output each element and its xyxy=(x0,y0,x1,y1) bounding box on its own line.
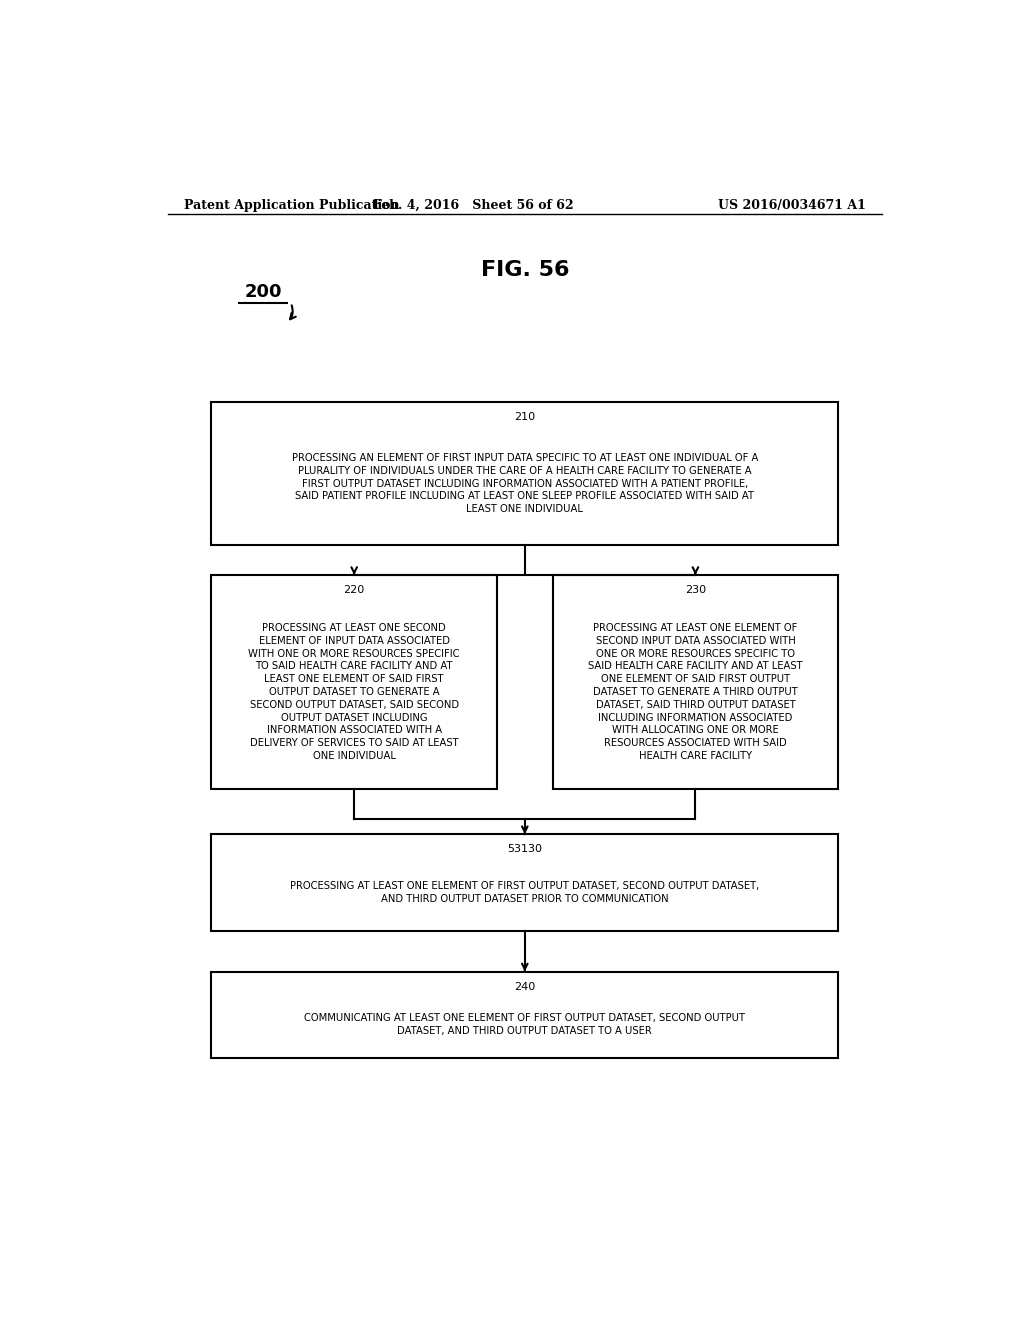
Text: PROCESSING AN ELEMENT OF FIRST INPUT DATA SPECIFIC TO AT LEAST ONE INDIVIDUAL OF: PROCESSING AN ELEMENT OF FIRST INPUT DAT… xyxy=(292,453,758,515)
Text: 240: 240 xyxy=(514,982,536,991)
Text: Patent Application Publication: Patent Application Publication xyxy=(183,198,399,211)
Text: PROCESSING AT LEAST ONE ELEMENT OF
SECOND INPUT DATA ASSOCIATED WITH
ONE OR MORE: PROCESSING AT LEAST ONE ELEMENT OF SECON… xyxy=(588,623,803,762)
Text: 230: 230 xyxy=(685,585,706,595)
FancyBboxPatch shape xyxy=(211,972,839,1057)
FancyBboxPatch shape xyxy=(211,403,839,545)
Text: 220: 220 xyxy=(343,585,365,595)
Text: PROCESSING AT LEAST ONE ELEMENT OF FIRST OUTPUT DATASET, SECOND OUTPUT DATASET,
: PROCESSING AT LEAST ONE ELEMENT OF FIRST… xyxy=(290,882,760,904)
Text: COMMUNICATING AT LEAST ONE ELEMENT OF FIRST OUTPUT DATASET, SECOND OUTPUT
DATASE: COMMUNICATING AT LEAST ONE ELEMENT OF FI… xyxy=(304,1014,745,1036)
Text: PROCESSING AT LEAST ONE SECOND
ELEMENT OF INPUT DATA ASSOCIATED
WITH ONE OR MORE: PROCESSING AT LEAST ONE SECOND ELEMENT O… xyxy=(249,623,460,762)
Text: 210: 210 xyxy=(514,412,536,422)
FancyBboxPatch shape xyxy=(553,576,839,788)
Text: 200: 200 xyxy=(244,282,282,301)
Text: Feb. 4, 2016   Sheet 56 of 62: Feb. 4, 2016 Sheet 56 of 62 xyxy=(373,198,573,211)
FancyBboxPatch shape xyxy=(211,834,839,931)
Text: US 2016/0034671 A1: US 2016/0034671 A1 xyxy=(718,198,866,211)
Text: FIG. 56: FIG. 56 xyxy=(480,260,569,280)
FancyBboxPatch shape xyxy=(211,576,497,788)
Text: 53130: 53130 xyxy=(507,845,543,854)
